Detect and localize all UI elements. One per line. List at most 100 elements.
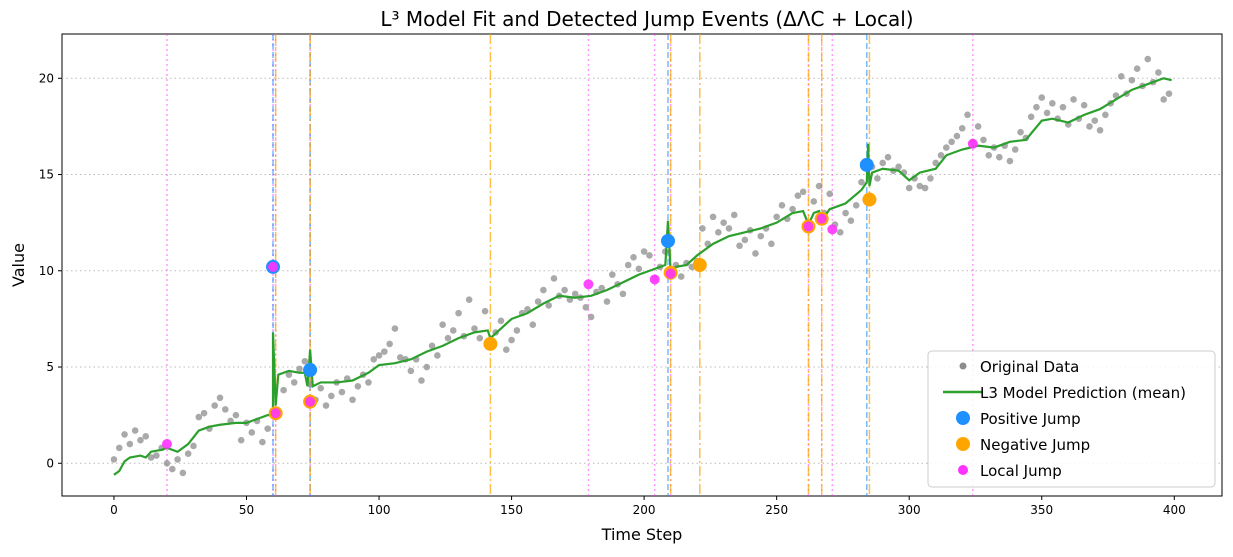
data-point [147,454,155,461]
x-axis-label: Time Step [601,525,683,544]
data-point [184,450,192,457]
x-tick-label: 50 [239,503,254,517]
data-point [895,163,902,171]
data-point [513,327,521,334]
data-point [609,271,616,278]
data-point [428,342,436,350]
data-point [858,178,865,186]
data-point [799,188,807,196]
data-point [174,456,181,463]
data-point [232,411,240,419]
data-point [290,379,298,386]
data-point [354,382,362,390]
model-prediction-line [113,77,1172,476]
data-point [1070,96,1077,103]
legend-marker-positive [956,411,970,425]
data-point [200,409,208,417]
data-point [471,325,478,332]
data-point [317,384,325,392]
data-point [980,136,987,144]
legend-marker-data [959,362,967,370]
data-point [730,211,738,219]
negative-jump-marker [483,336,498,351]
data-point [587,313,595,321]
x-tick-label: 200 [633,503,656,517]
local-jump-marker [649,274,660,285]
y-axis-label: Value [9,243,28,287]
data-point [640,248,648,255]
data-point [1091,117,1099,124]
data-point [381,348,388,355]
data-point [1117,73,1125,80]
data-point [582,304,590,311]
data-point [921,184,929,192]
data-point [137,436,144,444]
data-point [280,386,287,394]
data-point [1059,103,1067,111]
data-point [237,436,245,444]
data-point [1038,94,1046,101]
data-point [635,265,643,273]
data-point [1086,123,1093,130]
data-point [1144,55,1152,63]
data-point [110,456,118,463]
data-point [810,198,818,205]
data-point [709,213,717,221]
positive-jump-marker [303,362,318,377]
data-point [815,182,823,190]
data-point [131,427,139,434]
data-point [540,286,547,294]
legend-label-negative: Negative Jump [980,436,1090,454]
data-point [720,219,727,226]
data-point [534,298,542,305]
data-point [736,242,743,250]
y-tick-label: 10 [39,264,54,278]
legend: Original Data L3 Model Prediction (mean)… [927,350,1216,488]
y-tick-label: 5 [46,360,54,374]
data-point [1011,146,1019,153]
data-point [115,444,123,452]
data-point [529,321,537,328]
local-jump-marker [967,138,978,149]
data-point [1133,65,1141,72]
data-point [1155,69,1162,76]
data-point [391,325,399,332]
data-point [1043,109,1051,117]
y-tick-label: 20 [39,71,54,85]
data-point [847,217,855,225]
legend-marker-negative [956,437,970,451]
data-point [439,321,446,328]
data-point [195,413,203,421]
data-point [434,352,441,359]
data-point [121,431,128,438]
data-point [842,209,849,217]
data-point [396,354,404,361]
data-point [826,190,833,198]
legend-marker-local [958,465,968,475]
data-point [752,250,759,257]
data-point [852,202,860,209]
data-point [725,225,733,232]
data-point [328,392,335,400]
data-point [1160,96,1167,103]
local-jump-marker [583,279,594,290]
data-point [1017,128,1024,136]
data-point [423,363,431,371]
data-point [884,153,892,161]
data-point [449,327,457,334]
legend-label-data: Original Data [980,358,1079,376]
data-point [773,213,780,221]
data-point [338,388,346,396]
data-point [699,225,706,232]
data-point [259,438,266,446]
local-jump-marker [803,221,814,232]
data-point [836,228,844,236]
data-point [502,346,510,354]
data-point [455,309,462,317]
data-point [375,352,383,359]
x-tick-label: 150 [500,503,523,517]
local-jump-marker [268,261,279,272]
data-point [386,340,393,348]
data-point [757,232,765,240]
